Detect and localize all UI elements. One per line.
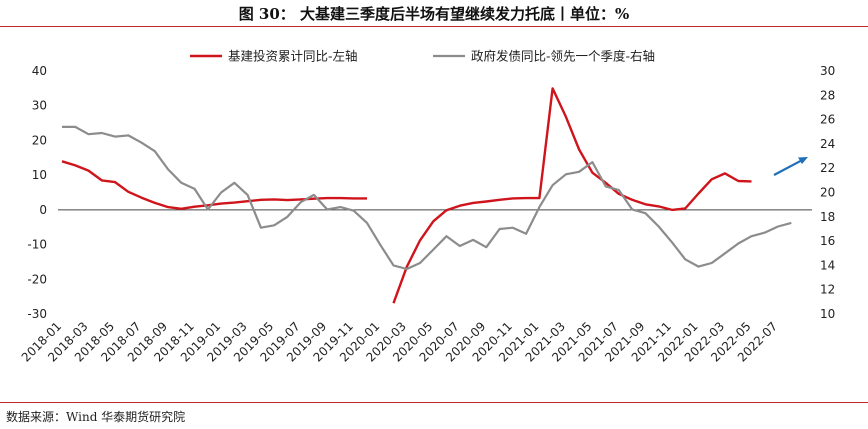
y-right-tick-label: 26 bbox=[820, 113, 835, 127]
y-left-tick-label: -20 bbox=[27, 272, 47, 286]
data-source: 数据来源：Wind 华泰期货研究院 bbox=[6, 410, 186, 424]
y-right-tick-label: 18 bbox=[820, 210, 835, 224]
y-right-tick-label: 30 bbox=[820, 64, 835, 78]
y-left-tick-label: 30 bbox=[32, 99, 47, 113]
series-line-government-bond bbox=[62, 125, 792, 271]
y-right-tick-label: 16 bbox=[820, 234, 835, 248]
y-left-tick-label: -10 bbox=[27, 238, 47, 252]
y-right-tick-label: 22 bbox=[820, 161, 835, 175]
trend-arrow-shaft bbox=[773, 159, 803, 176]
y-right-tick-label: 28 bbox=[820, 88, 835, 102]
y-left-tick-label: 20 bbox=[32, 133, 47, 147]
chart-title: 图 30： 大基建三季度后半场有望继续发力托底丨单位：% bbox=[238, 5, 630, 23]
y-right-tick-label: 14 bbox=[820, 258, 835, 272]
y-right-tick-label: 24 bbox=[820, 137, 835, 151]
legend-label-left: 基建投资累计同比-左轴 bbox=[228, 49, 358, 64]
legend-label-right: 政府发债同比-领先一个季度-右轴 bbox=[471, 49, 655, 64]
y-left-tick-label: 10 bbox=[32, 168, 47, 182]
bottom-rule bbox=[0, 402, 868, 403]
chart-canvas: 40 30 20 10 0 -10 -20 -30 30 28 26 24 22 20 18 16 14 12 10… bbox=[19, 49, 836, 365]
series-line-infrastructure-investment bbox=[61, 87, 752, 304]
y-left-tick-label: 0 bbox=[39, 203, 47, 217]
y-right-tick-label: 12 bbox=[820, 283, 835, 297]
trend-arrow-head bbox=[798, 157, 808, 164]
top-rule bbox=[0, 26, 868, 27]
title-bar: 图 30： 大基建三季度后半场有望继续发力托底丨单位：% bbox=[0, 0, 868, 26]
y-right-tick-label: 10 bbox=[820, 307, 835, 321]
y-left-tick-label: 40 bbox=[32, 64, 47, 78]
y-left-tick-label: -30 bbox=[27, 307, 47, 321]
y-right-tick-label: 20 bbox=[820, 186, 835, 200]
